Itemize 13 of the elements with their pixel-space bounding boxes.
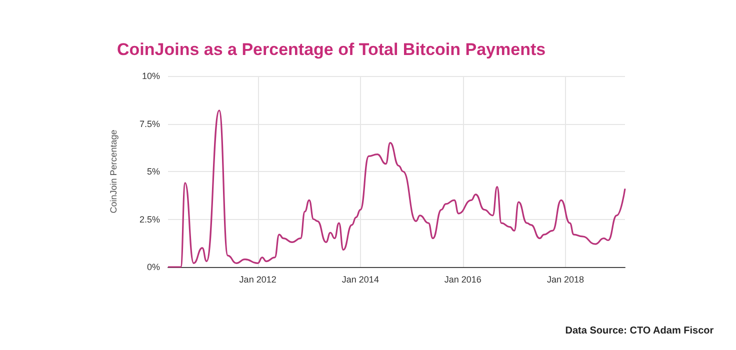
- y-tick-label: 5%: [146, 166, 160, 176]
- y-tick-label: 7.5%: [139, 118, 160, 129]
- chart-title: CoinJoins as a Percentage of Total Bitcoin Payments: [117, 40, 546, 59]
- x-tick-label: Jan 2016: [444, 274, 482, 284]
- x-tick-label: Jan 2014: [342, 274, 379, 284]
- source-note: Data Source: CTO Adam Fiscor: [565, 326, 714, 336]
- line-series: [167, 110, 626, 268]
- y-axis-title: CoinJoin Percentage: [108, 130, 118, 214]
- x-tick-label: Jan 2012: [239, 274, 276, 284]
- y-tick-label: 2.5%: [139, 214, 160, 224]
- x-tick-label: Jan 2018: [546, 274, 584, 284]
- y-tick-label: 10%: [142, 71, 160, 81]
- y-tick-label: 0%: [146, 262, 160, 272]
